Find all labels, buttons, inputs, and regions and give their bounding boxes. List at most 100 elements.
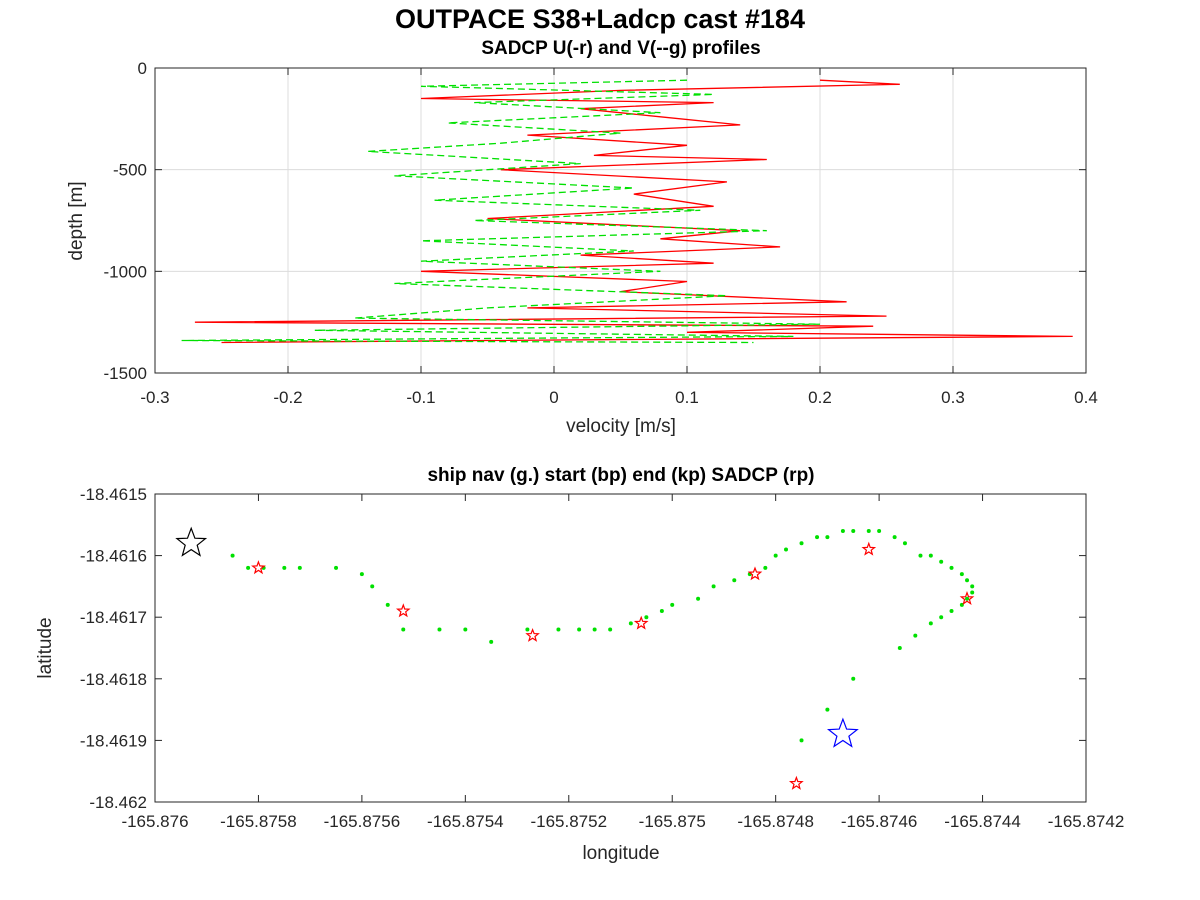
profile-y-tick-label: -500 xyxy=(113,161,147,180)
ship-nav-point xyxy=(897,646,902,650)
ship-nav-point xyxy=(949,609,954,614)
nav-axes-frame xyxy=(154,493,1087,803)
ship-nav-point xyxy=(773,553,778,558)
ship-nav-point xyxy=(644,615,649,620)
ship-nav-point xyxy=(799,541,804,546)
ship-nav-point xyxy=(970,590,975,595)
ship-nav-point xyxy=(965,596,970,601)
profile-y-tick-label: 0 xyxy=(138,59,147,78)
ship-nav-point xyxy=(711,584,716,589)
ship-nav-point xyxy=(840,528,845,533)
ship-nav-point xyxy=(297,565,302,570)
ship-nav-point xyxy=(763,565,768,570)
velocity-profile-axes: SADCP U(-r) and V(--g) profiles -0.3 -0.2… xyxy=(66,38,1098,437)
ship-nav-point xyxy=(556,627,561,632)
profile-title: SADCP U(-r) and V(--g) profiles xyxy=(481,38,760,59)
sadcp-point xyxy=(633,615,649,630)
profile-y-axis-label: depth [m] xyxy=(66,181,87,260)
figure-title: OUTPACE S38+Ladcp cast #184 xyxy=(395,4,805,34)
nav-x-axis-label: longitude xyxy=(582,843,659,864)
ship-nav-point xyxy=(892,535,897,540)
ship-nav-point xyxy=(928,553,933,558)
ship-nav-point xyxy=(334,565,339,570)
profile-x-tick-label: -0.3 xyxy=(140,388,169,407)
nav-x-tick-label: -165.8748 xyxy=(737,812,814,831)
ship-nav-point xyxy=(437,627,442,632)
nav-x-tick-label: -165.8746 xyxy=(841,812,918,831)
profile-series xyxy=(181,79,1073,344)
ship-nav-point xyxy=(799,738,804,743)
ship-nav-point xyxy=(970,584,975,589)
v-velocity-line xyxy=(181,79,821,344)
ship-nav-point xyxy=(246,565,251,570)
ship-nav-point xyxy=(659,609,664,614)
sadcp-point xyxy=(525,628,540,642)
ship-nav-point xyxy=(939,559,944,564)
ship-nav-point xyxy=(825,535,830,540)
ship-nav-point xyxy=(928,621,933,626)
ship-nav-point xyxy=(696,596,701,601)
nav-x-tick-label: -165.875 xyxy=(639,812,706,831)
ship-nav-point xyxy=(965,578,970,583)
ship-nav-point xyxy=(282,565,287,570)
nav-x-tick-label: -165.8756 xyxy=(324,812,401,831)
nav-y-tick-label: -18.4618 xyxy=(80,670,147,689)
profile-x-tick-label: 0.2 xyxy=(808,388,832,407)
profile-x-tick-label: 0.4 xyxy=(1074,388,1098,407)
nav-x-tick-label: -165.8752 xyxy=(530,812,607,831)
ship-nav-point xyxy=(370,584,375,589)
start-point xyxy=(175,526,208,557)
ship-nav-point xyxy=(489,639,494,644)
nav-y-tick-label: -18.462 xyxy=(89,793,147,812)
ship-nav-point xyxy=(732,578,737,583)
ship-nav-point xyxy=(401,627,406,632)
ship-nav-point xyxy=(525,627,530,632)
nav-x-tick-label: -165.876 xyxy=(121,812,188,831)
ship-nav-point xyxy=(825,707,830,712)
ship-nav-point xyxy=(851,676,856,681)
profile-y-tick-label: -1000 xyxy=(104,262,147,281)
ship-nav-point xyxy=(959,572,964,577)
profile-axes-frame xyxy=(154,67,1087,374)
nav-title: ship nav (g.) start (bp) end (kp) SADCP … xyxy=(427,465,814,486)
sadcp-point xyxy=(788,775,804,790)
ship-nav-point xyxy=(577,627,582,632)
ship-nav-axes: ship nav (g.) start (bp) end (kp) SADCP … xyxy=(35,465,1124,864)
nav-y-tick-label: -18.4616 xyxy=(80,547,147,566)
profile-x-tick-label: 0 xyxy=(549,388,558,407)
ship-nav-point xyxy=(815,535,820,540)
ship-nav-point xyxy=(918,553,923,558)
nav-x-tick-label: -165.8744 xyxy=(944,812,1021,831)
ship-nav-point xyxy=(866,528,871,533)
profile-x-tick-label: 0.3 xyxy=(941,388,965,407)
ship-nav-point xyxy=(877,528,882,533)
nav-x-tick-label: -165.8758 xyxy=(220,812,297,831)
profile-ticks: -0.3 -0.2 -0.1 0 0.1 0.2 0.3 0.4 0 -500 -1000 -1500 xyxy=(104,59,1098,407)
ship-nav-point xyxy=(784,547,789,552)
profile-x-tick-label: -0.1 xyxy=(406,388,435,407)
sadcp-point xyxy=(747,566,763,581)
sadcp-point xyxy=(251,560,266,575)
nav-markers xyxy=(175,526,975,790)
nav-ticks: -165.876 -165.8758 -165.8756 -165.8754 -165.… xyxy=(80,485,1124,831)
ship-nav-point xyxy=(949,565,954,570)
u-velocity-line xyxy=(194,79,1073,344)
nav-y-tick-label: -18.4615 xyxy=(80,485,147,504)
end-point xyxy=(826,717,859,748)
profile-x-tick-label: -0.2 xyxy=(273,388,302,407)
ship-nav-point xyxy=(670,602,675,607)
ship-nav-point xyxy=(359,572,364,577)
nav-x-tick-label: -165.8742 xyxy=(1048,812,1125,831)
nav-y-tick-label: -18.4617 xyxy=(80,608,147,627)
nav-x-tick-label: -165.8754 xyxy=(427,812,504,831)
profile-x-axis-label: velocity [m/s] xyxy=(566,416,676,437)
ship-nav-point xyxy=(939,615,944,620)
profile-y-tick-label: -1500 xyxy=(104,364,147,383)
profile-x-tick-label: 0.1 xyxy=(675,388,699,407)
ship-nav-point xyxy=(628,621,633,626)
sadcp-point xyxy=(395,603,411,618)
ship-nav-point xyxy=(902,541,907,546)
ship-nav-point xyxy=(851,528,856,533)
